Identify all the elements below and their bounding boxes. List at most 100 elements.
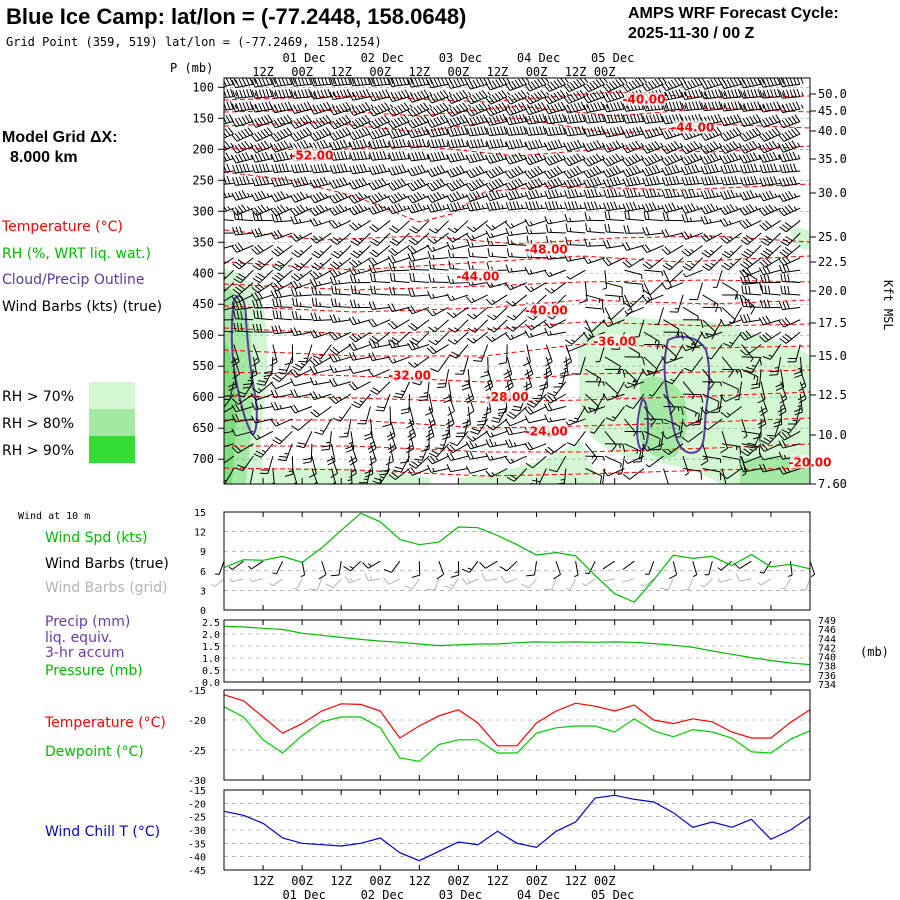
wind-barb-flag	[215, 207, 220, 214]
wind-barb-flag	[615, 153, 622, 161]
wind-barb-staff	[334, 269, 352, 278]
wind-barb	[409, 331, 430, 346]
wind-barb-flag	[681, 78, 687, 84]
wind-barb-half	[636, 449, 639, 454]
wind-barb-flag	[747, 442, 756, 446]
wind-barb	[368, 257, 391, 266]
wind-barb	[524, 90, 550, 105]
wind-barb-flag	[690, 154, 696, 162]
wind-barb	[467, 248, 488, 259]
wind-barb-flag	[706, 79, 712, 88]
wind-barb-flag	[730, 115, 735, 124]
wind-barb-flag	[459, 165, 465, 173]
wind-barb-flag	[465, 194, 472, 202]
wind-barb-half	[338, 261, 343, 265]
wind-barb-flag	[336, 151, 341, 160]
wind-barb-flag	[496, 126, 501, 135]
wind-barb-half	[510, 284, 514, 289]
wind-barb-half	[504, 142, 508, 147]
wind-barb	[525, 125, 547, 136]
wind-barb-half	[754, 206, 758, 211]
wind-barb	[683, 319, 704, 328]
wind-barb-flag	[471, 428, 481, 432]
wind-barb-flag	[771, 140, 778, 148]
wind-barb-flag	[642, 78, 648, 84]
wind-barb-flag	[323, 139, 329, 148]
wind-barb-flag	[351, 403, 360, 409]
wind-barb-half	[403, 205, 407, 210]
wind-barb	[683, 393, 704, 403]
wind-barb	[566, 269, 586, 280]
wind-barb	[446, 102, 472, 117]
wind-barb-flag	[351, 180, 358, 189]
wind-barb-flag	[635, 127, 641, 135]
wind-barb-flag	[465, 81, 471, 90]
wind-barb-flag	[531, 105, 537, 113]
wind-barb-flag	[525, 462, 533, 469]
wind-barb-flag	[547, 402, 553, 411]
wind-barb-flag	[601, 113, 605, 122]
wind-barb	[290, 176, 313, 188]
wind-barb	[446, 191, 469, 203]
wind-barb	[545, 344, 553, 367]
wind-barb-flag	[752, 140, 758, 149]
wind-barb-flag	[758, 208, 765, 216]
wind-barb	[231, 204, 254, 216]
wind-barb	[252, 344, 260, 367]
wind-barb	[702, 306, 723, 312]
wind-barb	[309, 101, 335, 115]
wind-barb-flag	[277, 142, 283, 151]
wind-barb-flag	[772, 151, 778, 160]
wind-barb-flag	[319, 140, 325, 149]
wind-barb-flag	[395, 78, 400, 86]
wind-barb-flag	[595, 153, 602, 161]
wind-barb-flag	[762, 222, 769, 229]
wind-barb-staff	[721, 356, 734, 372]
wind-barb-flag	[687, 80, 693, 89]
wind-barb-flag	[219, 191, 223, 198]
wind-barb-flag	[257, 260, 266, 266]
wind-barb-staff	[621, 456, 625, 474]
wind-barb-staff	[471, 294, 488, 304]
wind-barb-staff	[224, 282, 235, 293]
wind-barb-staff	[663, 418, 681, 427]
wind-barb-flag	[254, 262, 263, 268]
wind-barb-flag	[281, 89, 286, 98]
wind-barb-staff	[376, 381, 391, 395]
wind-barb	[231, 242, 254, 253]
wind-barb-flag	[262, 89, 266, 98]
wind-barb-flag	[351, 259, 359, 266]
wind-barb-half	[742, 104, 746, 109]
wind-barb-half	[387, 142, 391, 147]
wind-barb-flag	[684, 189, 689, 198]
wind-barb-flag	[274, 104, 279, 113]
wind-barb-flag	[355, 164, 361, 173]
wind-barb	[369, 220, 391, 233]
wind-barb-half	[433, 238, 438, 242]
wind-barb-staff	[233, 356, 241, 375]
wind-barb-flag	[312, 235, 320, 242]
wind-barb	[607, 306, 625, 320]
wind-barb-flag	[268, 101, 273, 110]
wind-barb-flag	[252, 300, 256, 309]
wind-barb-flag	[527, 106, 533, 114]
wind-barb-half	[699, 142, 703, 147]
wind-barb-staff	[529, 443, 547, 451]
wind-barb-flag	[605, 93, 612, 102]
wind-barb-flag	[763, 299, 767, 308]
wind-barb-flag	[254, 144, 260, 152]
wind-barb-flag	[504, 221, 511, 229]
wind-barb-flag	[355, 105, 361, 114]
wind-barb-half	[560, 478, 565, 481]
wind-barb-flag	[216, 103, 219, 111]
wind-barb-staff	[506, 344, 508, 363]
wind-barb	[309, 377, 332, 386]
wind-barb-flag	[277, 192, 283, 200]
wind-barb-half	[331, 104, 335, 109]
wind-barb-flag	[514, 104, 521, 112]
wind-barb-staff	[408, 394, 411, 413]
wind-barb-flag	[407, 152, 412, 161]
wind-barb-flag	[313, 481, 318, 484]
wind-barb-flag	[420, 90, 426, 99]
wind-barb-half	[618, 369, 621, 374]
